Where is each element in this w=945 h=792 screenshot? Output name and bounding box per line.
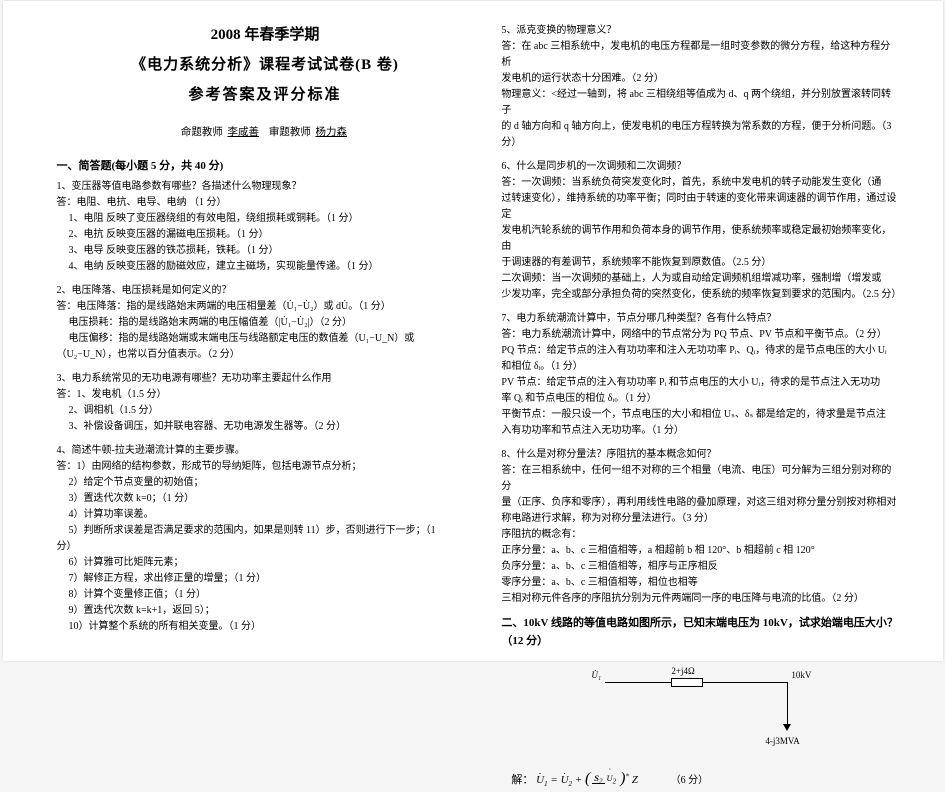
- circuit-vline: [787, 682, 788, 728]
- q6-a3: 发电机汽轮系统的调节作用和负荷本身的调节作用，使系统频率或稳定最初始频率变化，由: [501, 223, 898, 255]
- q4-a4: 4）计算功率误差。: [57, 507, 474, 523]
- q8-a4: 序阻抗的概念有：: [501, 527, 898, 543]
- q1-a4: 3、电导 反映变压器的铁芯损耗，铁耗。（1 分）: [57, 243, 474, 259]
- formula-score: （6 分）: [671, 775, 709, 786]
- section-2-heading: 二、10kV 线路的等值电路如图所示，已知末端电压为 10kV，试求始端电压大小…: [501, 615, 898, 650]
- q8-a7: 零序分量：a、b、c 三相值相等，相位也相等: [501, 575, 898, 591]
- q3-a3: 3、补偿设备调压，如并联电容器、无功电源发生器等。（2 分）: [57, 419, 474, 435]
- q6-a6: 少发功率，完全或部分承担负荷的突然变化，使系统的频率恢复到要求的范围内。（2.5…: [501, 287, 898, 303]
- q5-a2: 发电机的运行状态十分困难。（2 分）: [501, 71, 898, 87]
- q4-a3: 3）置迭代次数 k=0；（1 分）: [57, 491, 474, 507]
- teacher-2: 杨力森: [314, 127, 350, 138]
- question-1: 1、变压器等值电路参数有哪些？各描述什么物理现象？ 答：电阻、电抗、电导、电纳 …: [57, 179, 474, 275]
- q5-a4: 的 d 轴方向和 q 轴方向上，使发电机的电压方程转换为常系数的方程，便于分析问…: [501, 119, 898, 151]
- q7-a7: 入有功功率和节点注入无功功率。（1 分）: [501, 423, 898, 439]
- q3-title: 3、电力系统常见的无功电源有哪些？无功功率主要起什么作用: [57, 371, 474, 387]
- review-prefix: 审题教师: [269, 127, 311, 138]
- q4-a2: 2）给定个节点变量的初始值；: [57, 475, 474, 491]
- exam-page: 2008 年春季学期 《电力系统分析》课程考试试卷(B 卷) 参考答案及评分标准…: [3, 1, 943, 661]
- q4-a1: 答：1）由网络的结构参数，形成节的导纳矩阵，包括电源节点分析；: [57, 459, 474, 475]
- q8-a2: 量（正序、负序和零序），再利用线性电路的叠加原理，对这三组对称分量分别按对称相对: [501, 495, 898, 511]
- question-3: 3、电力系统常见的无功电源有哪些？无功功率主要起什么作用 答：1、发电机（1.5…: [57, 371, 474, 435]
- circuit-line-2: [703, 682, 787, 683]
- q6-title: 6、什么是同步机的一次调频和二次调频？: [501, 159, 898, 175]
- circuit-line-1: [605, 682, 671, 683]
- circuit-impedance-label: 2+j4Ω: [671, 664, 694, 678]
- title-semester: 2008 年春季学期: [57, 23, 474, 47]
- q7-a6: 平衡节点：一般只设一个，节点电压的大小和相位 Uₛ、δₛ 都是给定的，待求量是节…: [501, 407, 898, 423]
- teacher-prefix: 命题教师: [181, 127, 223, 138]
- q8-title: 8、什么是对称分量法？序阻抗的基本概念如何？: [501, 447, 898, 463]
- q8-a6: 负序分量：a、b、c 三相值相等，相序与正序相反: [501, 559, 898, 575]
- q2-a3: 电压偏移：指的是线路始端或末端电压与线路额定电压的数值差（U₁−U_N）或: [57, 331, 474, 347]
- right-column: 5、派克变换的物理意义？ 答：在 abc 三相系统中，发电机的电压方程都是一组时…: [487, 23, 912, 651]
- title-subtitle: 参考答案及评分标准: [57, 83, 474, 107]
- question-7: 7、电力系统潮流计算中，节点分哪几种类型？各有什么特点？ 答：电力系统潮流计算中…: [501, 311, 898, 439]
- q7-a2: PQ 节点：给定节点的注入有功功率和注入无功功率 Pᵢ、Qᵢ，待求的是节点电压的…: [501, 343, 898, 359]
- q2-a1: 答：电压降落：指的是线路始末两端的电压相量差（U̇₁−U̇₂）或 dU̇。（1 …: [57, 299, 474, 315]
- question-5: 5、派克变换的物理意义？ 答：在 abc 三相系统中，发电机的电压方程都是一组时…: [501, 23, 898, 151]
- q8-a3: 称电路进行求解，称为对称分量法进行。（3 分）: [501, 511, 898, 527]
- q8-a8: 三相对称元件各序的序阻抗分别为元件两端同一序的电压降与电流的比值。（2 分）: [501, 591, 898, 607]
- question-4: 4、简述牛顿-拉夫逊潮流计算的主要步骤。 答：1）由网络的结构参数，形成节的导纳…: [57, 443, 474, 635]
- solution-label: 解：: [511, 774, 533, 786]
- q5-a3: 物理意义：<经过一轴到，将 abc 三相绕组等值成为 d、q 两个绕组，并分别放…: [501, 87, 898, 119]
- q7-a4: PV 节点：给定节点的注入有功功率 Pᵢ 和节点电压的大小 Uᵢ，待求的是节点注…: [501, 375, 898, 391]
- q3-a2: 2、调相机（1.5 分）: [57, 403, 474, 419]
- question-6: 6、什么是同步机的一次调频和二次调频？ 答：一次调频：当系统负荷突发变化时，首先…: [501, 159, 898, 303]
- q2-a4: （U₂−U_N），也常以百分值表示。（2 分）: [57, 347, 474, 363]
- question-2: 2、电压降落、电压损耗是如何定义的？ 答：电压降落：指的是线路始末两端的电压相量…: [57, 283, 474, 363]
- q4-a8: 7）解修正方程，求出修正量的增量；（1 分）: [57, 571, 474, 587]
- q1-a3: 2、电抗 反映变压器的漏磁电压损耗。（1 分）: [57, 227, 474, 243]
- solution-formula: 解： U1 = U2 + (S2U2)* Z （6 分）: [511, 766, 898, 792]
- q8-a1: 答：在三相系统中，任何一组不对称的三个相量（电流、电压）可分解为三组分别对称的分: [501, 463, 898, 495]
- q1-a5: 4、电纳 反映变压器的励磁效应，建立主磁场，实现能量传递。（1 分）: [57, 259, 474, 275]
- q5-a1: 答：在 abc 三相系统中，发电机的电压方程都是一组时变参数的微分方程，给这种方…: [501, 39, 898, 71]
- q1-title: 1、变压器等值电路参数有哪些？各描述什么物理现象？: [57, 179, 474, 195]
- title-course: 《电力系统分析》课程考试试卷(B 卷): [57, 53, 474, 77]
- q6-a1: 答：一次调频：当系统负荷突发变化时，首先，系统中发电机的转子动能发生变化（通: [501, 175, 898, 191]
- q4-a9: 8）计算个变量修正值；（1 分）: [57, 587, 474, 603]
- q5-title: 5、派克变换的物理意义？: [501, 23, 898, 39]
- q7-title: 7、电力系统潮流计算中，节点分哪几种类型？各有什么特点？: [501, 311, 898, 327]
- q4-a5b: 分）: [57, 539, 474, 555]
- circuit-diagram: U̇₁ 2+j4Ω 10kV 4-j3MVA: [591, 666, 811, 756]
- q4-a11: 10）计算整个系统的所有相关变量。（1 分）: [57, 619, 474, 635]
- q6-a4: 于调速器的有差调节，系统频率不能恢复到原数值。（2.5 分）: [501, 255, 898, 271]
- left-column: 2008 年春季学期 《电力系统分析》课程考试试卷(B 卷) 参考答案及评分标准…: [43, 23, 488, 651]
- q6-a2: 过转速变化），维持系统的功率平衡；同时由于转速的变化带来调速器的调节作用，通过设…: [501, 191, 898, 223]
- q1-ans-label: 答：电阻、电抗、电导、电纳 （1 分）: [57, 195, 474, 211]
- q1-a2: 1、电阻 反映了变压器绕组的有效电阻，绕组损耗或铜耗。（1 分）: [57, 211, 474, 227]
- q2-a2: 电压损耗：指的是线路始末两端的电压幅值差（|U̇₁−U̇₂|）（2 分）: [57, 315, 474, 331]
- q2-title: 2、电压降落、电压损耗是如何定义的？: [57, 283, 474, 299]
- q7-a1: 答：电力系统潮流计算中，网络中的节点常分为 PQ 节点、PV 节点和平衡节点。（…: [501, 327, 898, 343]
- circuit-arrow-icon: [783, 724, 791, 731]
- q4-a5: 5）判断所求误差是否满足要求的范围内，如果是则转 11）步，否则进行下一步；（1: [57, 523, 474, 539]
- q7-a5: 率 Qᵢ 和节点电压的相位 δᵢ。（1 分）: [501, 391, 898, 407]
- teacher-1: 李咸善: [226, 127, 262, 138]
- teacher-line: 命题教师 李咸善 审题教师 杨力森: [57, 125, 474, 142]
- circuit-u1-label: U̇₁: [591, 668, 601, 682]
- circuit-load-label: 4-j3MVA: [765, 734, 799, 748]
- section-1-heading: 一、简答题(每小题 5 分，共 40 分): [57, 158, 474, 176]
- q4-a7: 6）计算雅可比矩阵元素；: [57, 555, 474, 571]
- circuit-end-voltage: 10kV: [791, 668, 811, 682]
- question-8: 8、什么是对称分量法？序阻抗的基本概念如何？ 答：在三相系统中，任何一组不对称的…: [501, 447, 898, 607]
- q4-a10: 9）置迭代次数 k=k+1，返回 5）；: [57, 603, 474, 619]
- q8-a5: 正序分量：a、b、c 三相值相等，a 相超前 b 相 120°、b 相超前 c …: [501, 543, 898, 559]
- q7-a3: 和相位 δᵢ。（1 分）: [501, 359, 898, 375]
- circuit-impedance-box: [671, 678, 703, 687]
- q4-title: 4、简述牛顿-拉夫逊潮流计算的主要步骤。: [57, 443, 474, 459]
- q3-a1: 答：1、发电机（1.5 分）: [57, 387, 474, 403]
- q6-a5: 二次调频：当一次调频的基础上，人为或自动给定调频机组增减功率，强制增（增发或: [501, 271, 898, 287]
